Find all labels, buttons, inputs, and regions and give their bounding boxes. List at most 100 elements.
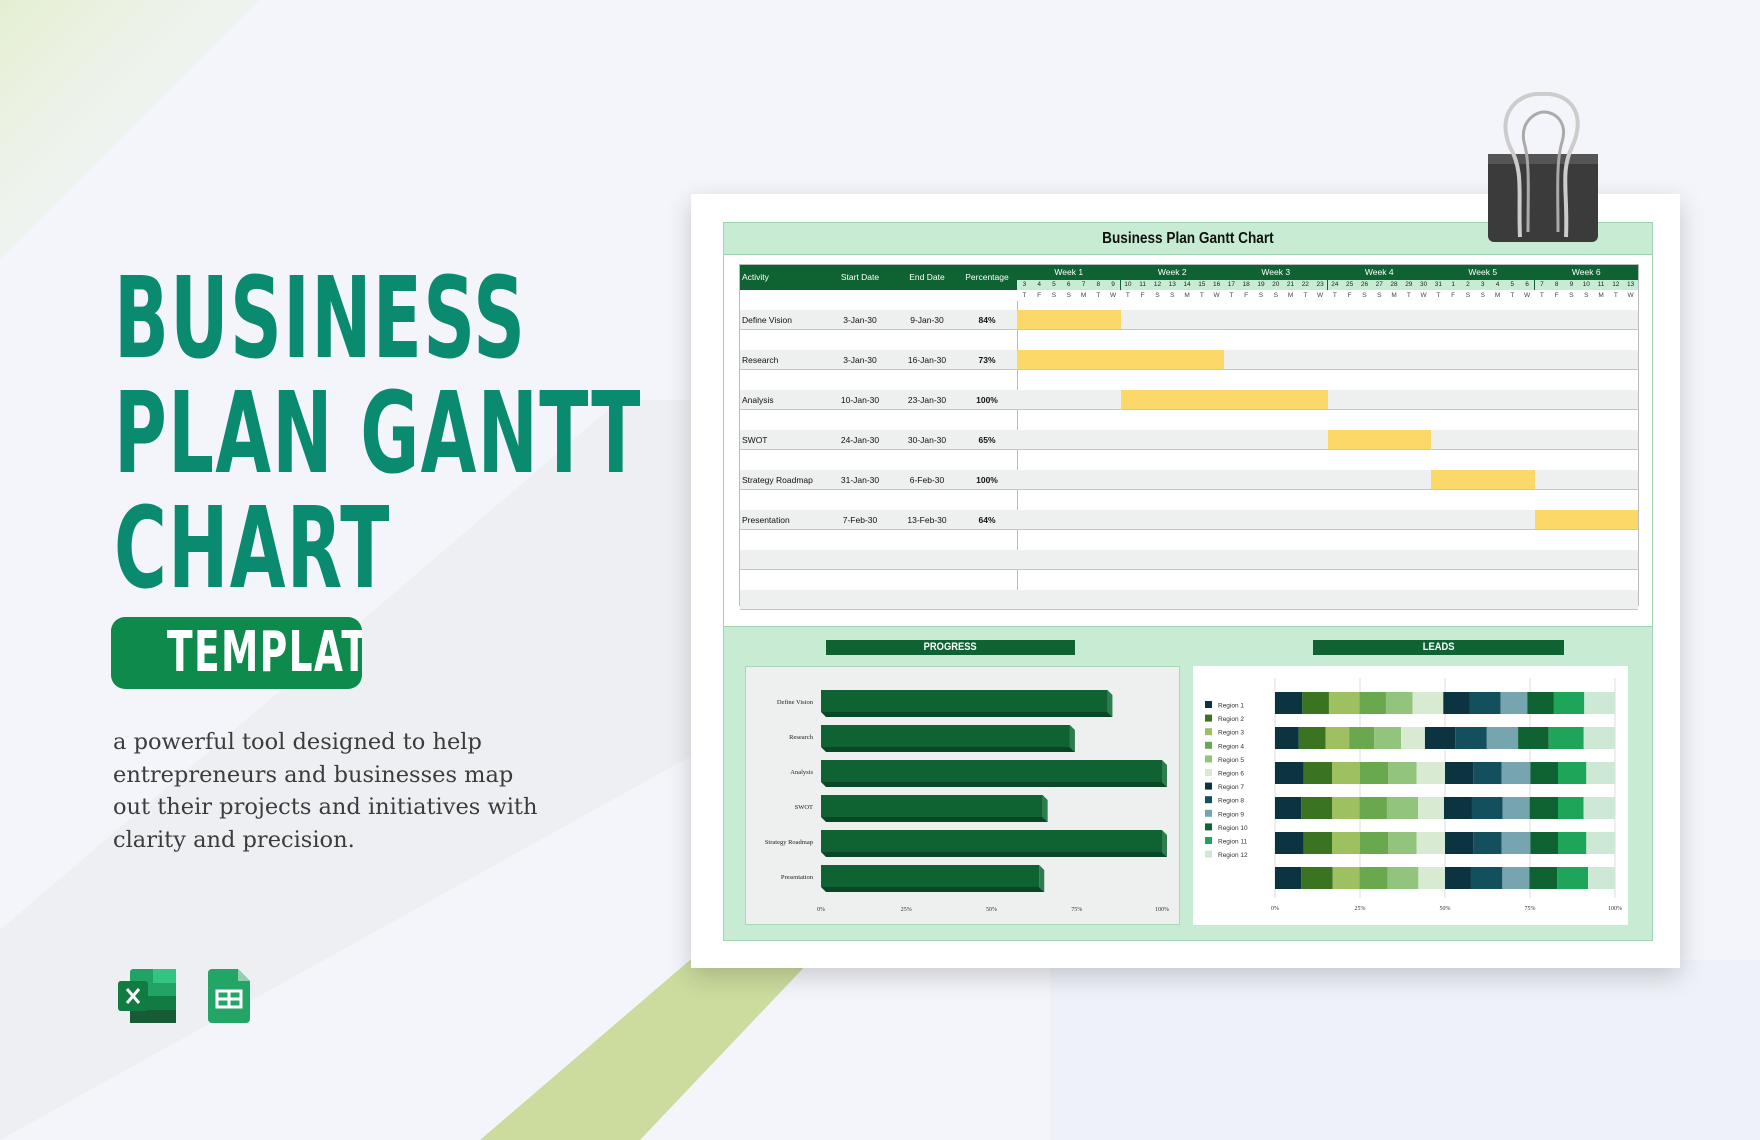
progress-bar-shadow: [821, 887, 1045, 892]
leads-segment: [1586, 762, 1615, 784]
day-number: 28: [1386, 280, 1402, 290]
leads-segment: [1349, 727, 1375, 749]
row-stripe: [740, 550, 1638, 570]
weekday-letter: T: [1022, 292, 1027, 299]
leads-header: LEADS: [1313, 640, 1564, 655]
percentage-cell[interactable]: 73%: [978, 355, 996, 365]
leads-segment: [1386, 797, 1419, 819]
template-badge-label: TEMPLATE: [167, 620, 362, 685]
day-number: 10: [1120, 280, 1136, 290]
leads-segment: [1359, 692, 1386, 714]
weekday-letter: M: [1287, 292, 1294, 299]
weekday-letter: M: [1494, 292, 1501, 299]
column-header-percentage: Percentage: [965, 272, 1009, 282]
weekday-letter: S: [1377, 292, 1382, 299]
end-date-cell[interactable]: 13-Feb-30: [907, 515, 947, 525]
weekday-letter: M: [1184, 292, 1190, 299]
activity-cell[interactable]: Analysis: [742, 395, 774, 405]
day-number: 12: [1608, 280, 1624, 290]
percentage-cell[interactable]: 64%: [978, 515, 996, 525]
leads-segment: [1418, 797, 1444, 819]
legend-swatch: [1205, 823, 1212, 831]
weekday-letter: S: [1480, 292, 1485, 299]
x-tick-label: 50%: [1440, 906, 1451, 912]
x-tick-label: 25%: [1355, 906, 1366, 912]
weekday-letter: T: [1406, 292, 1411, 299]
progress-bar-side: [1039, 865, 1045, 892]
percentage-cell[interactable]: 65%: [978, 435, 996, 445]
activity-cell[interactable]: SWOT: [742, 435, 768, 445]
weekday-letter: F: [1451, 292, 1456, 299]
weekday-letter: S: [1584, 292, 1589, 299]
legend-label: Region 4: [1218, 743, 1244, 750]
weekday-letter: S: [1170, 292, 1175, 299]
start-date-cell[interactable]: 24-Jan-30: [840, 435, 880, 445]
weekday-letter: F: [1140, 292, 1145, 299]
leads-segment: [1332, 762, 1360, 784]
day-number: 8: [1549, 280, 1565, 290]
leads-segment: [1583, 797, 1615, 819]
task-row: Strategy Roadmap 31-Jan-30 6-Feb-30 100%: [740, 450, 1638, 490]
leads-segment: [1502, 797, 1530, 819]
leads-segment: [1445, 867, 1471, 889]
end-date-cell[interactable]: 9-Jan-30: [910, 315, 944, 325]
legend-label: Region 2: [1218, 716, 1244, 723]
progress-bar: [821, 795, 1043, 817]
x-tick-label: 75%: [1525, 906, 1536, 912]
day-number: 6: [1061, 280, 1077, 290]
day-number: 2: [1460, 280, 1476, 290]
start-date-cell[interactable]: 3-Jan-30: [843, 355, 877, 365]
leads-segment: [1470, 867, 1503, 889]
leads-segment: [1328, 692, 1360, 714]
end-date-cell[interactable]: 23-Jan-30: [907, 395, 947, 405]
progress-chart: Define Vision Research Analysis SWOT Strateg…: [745, 666, 1180, 925]
day-number: 10: [1578, 280, 1594, 290]
gantt-bar: [1017, 310, 1121, 329]
leads-segment: [1412, 692, 1444, 714]
leads-segment: [1388, 762, 1417, 784]
category-label: SWOT: [795, 804, 813, 811]
percentage-cell[interactable]: 100%: [976, 475, 998, 485]
gantt-bar: [1120, 390, 1328, 409]
end-date-cell[interactable]: 30-Jan-30: [907, 435, 947, 445]
day-number: 13: [1164, 280, 1180, 290]
gantt-bar: [1017, 350, 1224, 369]
leads-segment: [1518, 727, 1549, 749]
weekday-letter: F: [1554, 292, 1559, 299]
category-label: Define Vision: [777, 699, 814, 706]
activity-cell[interactable]: Presentation: [742, 515, 790, 525]
leads-segment: [1416, 762, 1445, 784]
start-date-cell[interactable]: 7-Feb-30: [842, 515, 878, 525]
percentage-cell[interactable]: 84%: [978, 315, 996, 325]
x-tick-label: 100%: [1608, 906, 1622, 912]
percentage-cell[interactable]: 100%: [976, 395, 998, 405]
day-number: 18: [1238, 280, 1254, 290]
weekday-letter: S: [1258, 292, 1264, 299]
column-header-activity: Activity: [742, 272, 769, 282]
progress-bar: [821, 725, 1070, 747]
category-label: Research: [789, 734, 814, 741]
leads-segment: [1586, 832, 1615, 854]
row-stripe: [740, 510, 1638, 530]
leads-segment: [1443, 692, 1470, 714]
leads-segment: [1385, 692, 1413, 714]
x-tick-label: 50%: [986, 907, 997, 913]
progress-bar: [821, 830, 1162, 852]
weekday-letter: T: [1510, 292, 1515, 299]
leads-segment: [1418, 867, 1445, 889]
weekday-letter: S: [1155, 292, 1160, 299]
activity-cell[interactable]: Define Vision: [742, 315, 792, 325]
start-date-cell[interactable]: 3-Jan-30: [843, 315, 877, 325]
week-label: Week 1: [1054, 267, 1084, 277]
activity-cell[interactable]: Strategy Roadmap: [742, 475, 813, 485]
leads-segment: [1275, 762, 1304, 784]
column-header-end-date: End Date: [909, 272, 945, 282]
end-date-cell[interactable]: 6-Feb-30: [909, 475, 945, 485]
leads-segment: [1501, 762, 1531, 784]
start-date-cell[interactable]: 31-Jan-30: [840, 475, 880, 485]
task-row: Analysis 10-Jan-30 23-Jan-30 100%: [740, 370, 1638, 410]
start-date-cell[interactable]: 10-Jan-30: [840, 395, 880, 405]
end-date-cell[interactable]: 16-Jan-30: [907, 355, 947, 365]
progress-bar-side: [1042, 795, 1048, 822]
activity-cell[interactable]: Research: [742, 355, 779, 365]
